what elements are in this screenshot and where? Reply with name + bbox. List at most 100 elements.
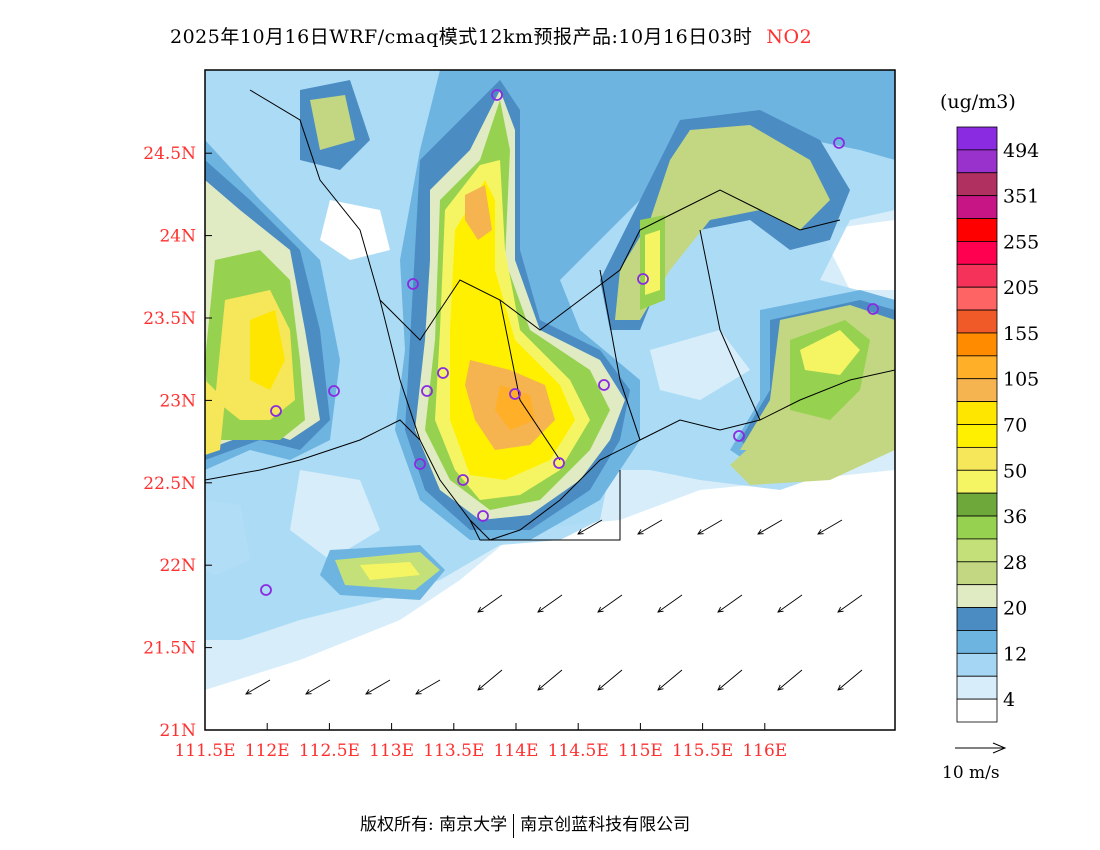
lon-tick-label: 116E: [742, 741, 787, 761]
lon-tick-label: 115.5E: [672, 741, 733, 761]
wind-arrow: [637, 519, 663, 535]
colorbar-swatch: [956, 492, 998, 517]
footer-divider: [513, 813, 515, 838]
station-marker: [833, 137, 845, 149]
colorbar: 494 351 255 205 155 105 70 50 36 28 20 12 4: [956, 126, 1039, 723]
wind-arrow: [717, 669, 743, 691]
lat-tick-label: 21N: [159, 721, 196, 741]
station-marker: [457, 474, 469, 486]
colorbar-swatch: [956, 652, 998, 677]
colorbar-swatch: [956, 332, 998, 357]
colorbar-swatch: [956, 675, 998, 700]
colorbar-label: 494: [1003, 140, 1039, 162]
colorbar-label: 155: [1003, 323, 1039, 345]
station-marker: [867, 303, 879, 315]
lat-tick-label: 24N: [159, 227, 196, 247]
wind-arrow: [697, 519, 723, 535]
footer: 版权所有: 南京大学 南京创蓝科技有限公司: [360, 810, 690, 838]
station-marker: [491, 89, 503, 101]
lon-tick-label: 113E: [369, 741, 414, 761]
station-marker: [260, 584, 272, 596]
colorbar-unit: (ug/m3): [940, 91, 1016, 113]
wind-arrow: [365, 679, 391, 695]
wind-arrow: [477, 594, 503, 613]
station-marker: [437, 367, 449, 379]
wind-arrow: [577, 519, 603, 535]
colorbar-label: 105: [1003, 369, 1039, 391]
colorbar-swatch: [956, 630, 998, 654]
station-marker: [733, 430, 745, 442]
wind-arrow: [415, 679, 441, 695]
wind-arrow: [537, 669, 563, 691]
colorbar-label: 50: [1003, 460, 1027, 482]
title-text: 2025年10月16日WRF/cmaq模式12km预报产品:10月16日03时: [170, 26, 753, 48]
colorbar-swatch: [956, 172, 998, 197]
colorbar-swatch: [956, 561, 998, 586]
colorbar-swatch: [956, 538, 998, 563]
colorbar-swatch: [956, 309, 998, 334]
wind-arrow: [597, 669, 623, 691]
lat-tick-label: 23.5N: [143, 309, 196, 329]
colorbar-swatch: [956, 401, 998, 425]
lon-tick-label: 113.5E: [423, 741, 484, 761]
monitoring-stations: [260, 89, 879, 596]
colorbar-swatch: [956, 378, 998, 403]
wind-arrow: [477, 669, 503, 691]
station-marker: [270, 405, 282, 417]
colorbar-swatch: [956, 355, 998, 380]
lat-tick-label: 24.5N: [143, 144, 196, 164]
lat-tick-label: 21.5N: [143, 639, 196, 659]
wind-arrow: [537, 594, 563, 613]
map-title: 2025年10月16日WRF/cmaq模式12km预报产品:10月16日03时 N…: [170, 22, 812, 49]
station-marker: [414, 458, 426, 470]
lon-tick-label: 112E: [245, 741, 290, 761]
boundary-lines: [205, 89, 895, 541]
colorbar-swatch: [956, 218, 998, 242]
wind-arrow: [777, 669, 803, 691]
station-marker: [637, 273, 649, 285]
colorbar-label: 12: [1003, 643, 1027, 665]
station-marker: [477, 510, 489, 522]
colorbar-label: 70: [1003, 415, 1027, 437]
station-marker: [328, 385, 340, 397]
wind-arrow: [777, 594, 803, 613]
wind-arrow: [597, 594, 623, 613]
station-marker: [421, 385, 433, 397]
wind-legend-arrowhead: [992, 742, 1007, 754]
wind-arrow: [757, 519, 783, 535]
station-marker: [553, 457, 565, 469]
concentration-field: [205, 70, 895, 730]
colorbar-swatch: [956, 286, 998, 311]
colorbar-label: 28: [1003, 552, 1027, 574]
colorbar-label: 36: [1003, 506, 1027, 528]
colorbar-swatch: [956, 241, 998, 265]
lat-tick-label: 23N: [159, 391, 196, 411]
colorbar-swatch: [956, 263, 998, 288]
wind-vectors: [245, 519, 863, 695]
lon-tick-label: 114E: [494, 741, 539, 761]
wind-legend-label: 10 m/s: [942, 763, 1000, 783]
wind-arrow: [305, 679, 331, 695]
colorbar-swatch: [956, 607, 998, 631]
colorbar-label: 255: [1003, 231, 1039, 253]
station-marker: [407, 278, 419, 290]
copyright-text: 版权所有: 南京大学: [360, 815, 508, 835]
colorbar-swatch: [956, 195, 998, 219]
longitude-axis: 111.5E 112E 112.5E 113E 113.5E 114E 114.5E 115E…: [174, 723, 787, 761]
lon-tick-label: 111.5E: [174, 741, 235, 761]
colorbar-swatch: [956, 126, 998, 151]
lat-tick-label: 22.5N: [143, 474, 196, 494]
lon-tick-label: 112.5E: [299, 741, 360, 761]
wind-arrow: [717, 594, 743, 613]
latitude-axis: 24.5N 24N 23.5N 23N 22.5N 22N 21.5N 21N: [143, 144, 212, 741]
station-marker: [509, 388, 521, 400]
lon-tick-label: 115E: [618, 741, 663, 761]
wind-arrow: [245, 679, 271, 695]
colorbar-label: 351: [1003, 186, 1039, 208]
wind-arrow: [657, 594, 683, 613]
wind-legend: 10 m/s: [942, 742, 1007, 783]
lon-tick-label: 114.5E: [548, 741, 609, 761]
colorbar-label: 205: [1003, 277, 1039, 299]
colorbar-swatch: [956, 149, 998, 174]
colorbar-swatch: [956, 515, 998, 540]
